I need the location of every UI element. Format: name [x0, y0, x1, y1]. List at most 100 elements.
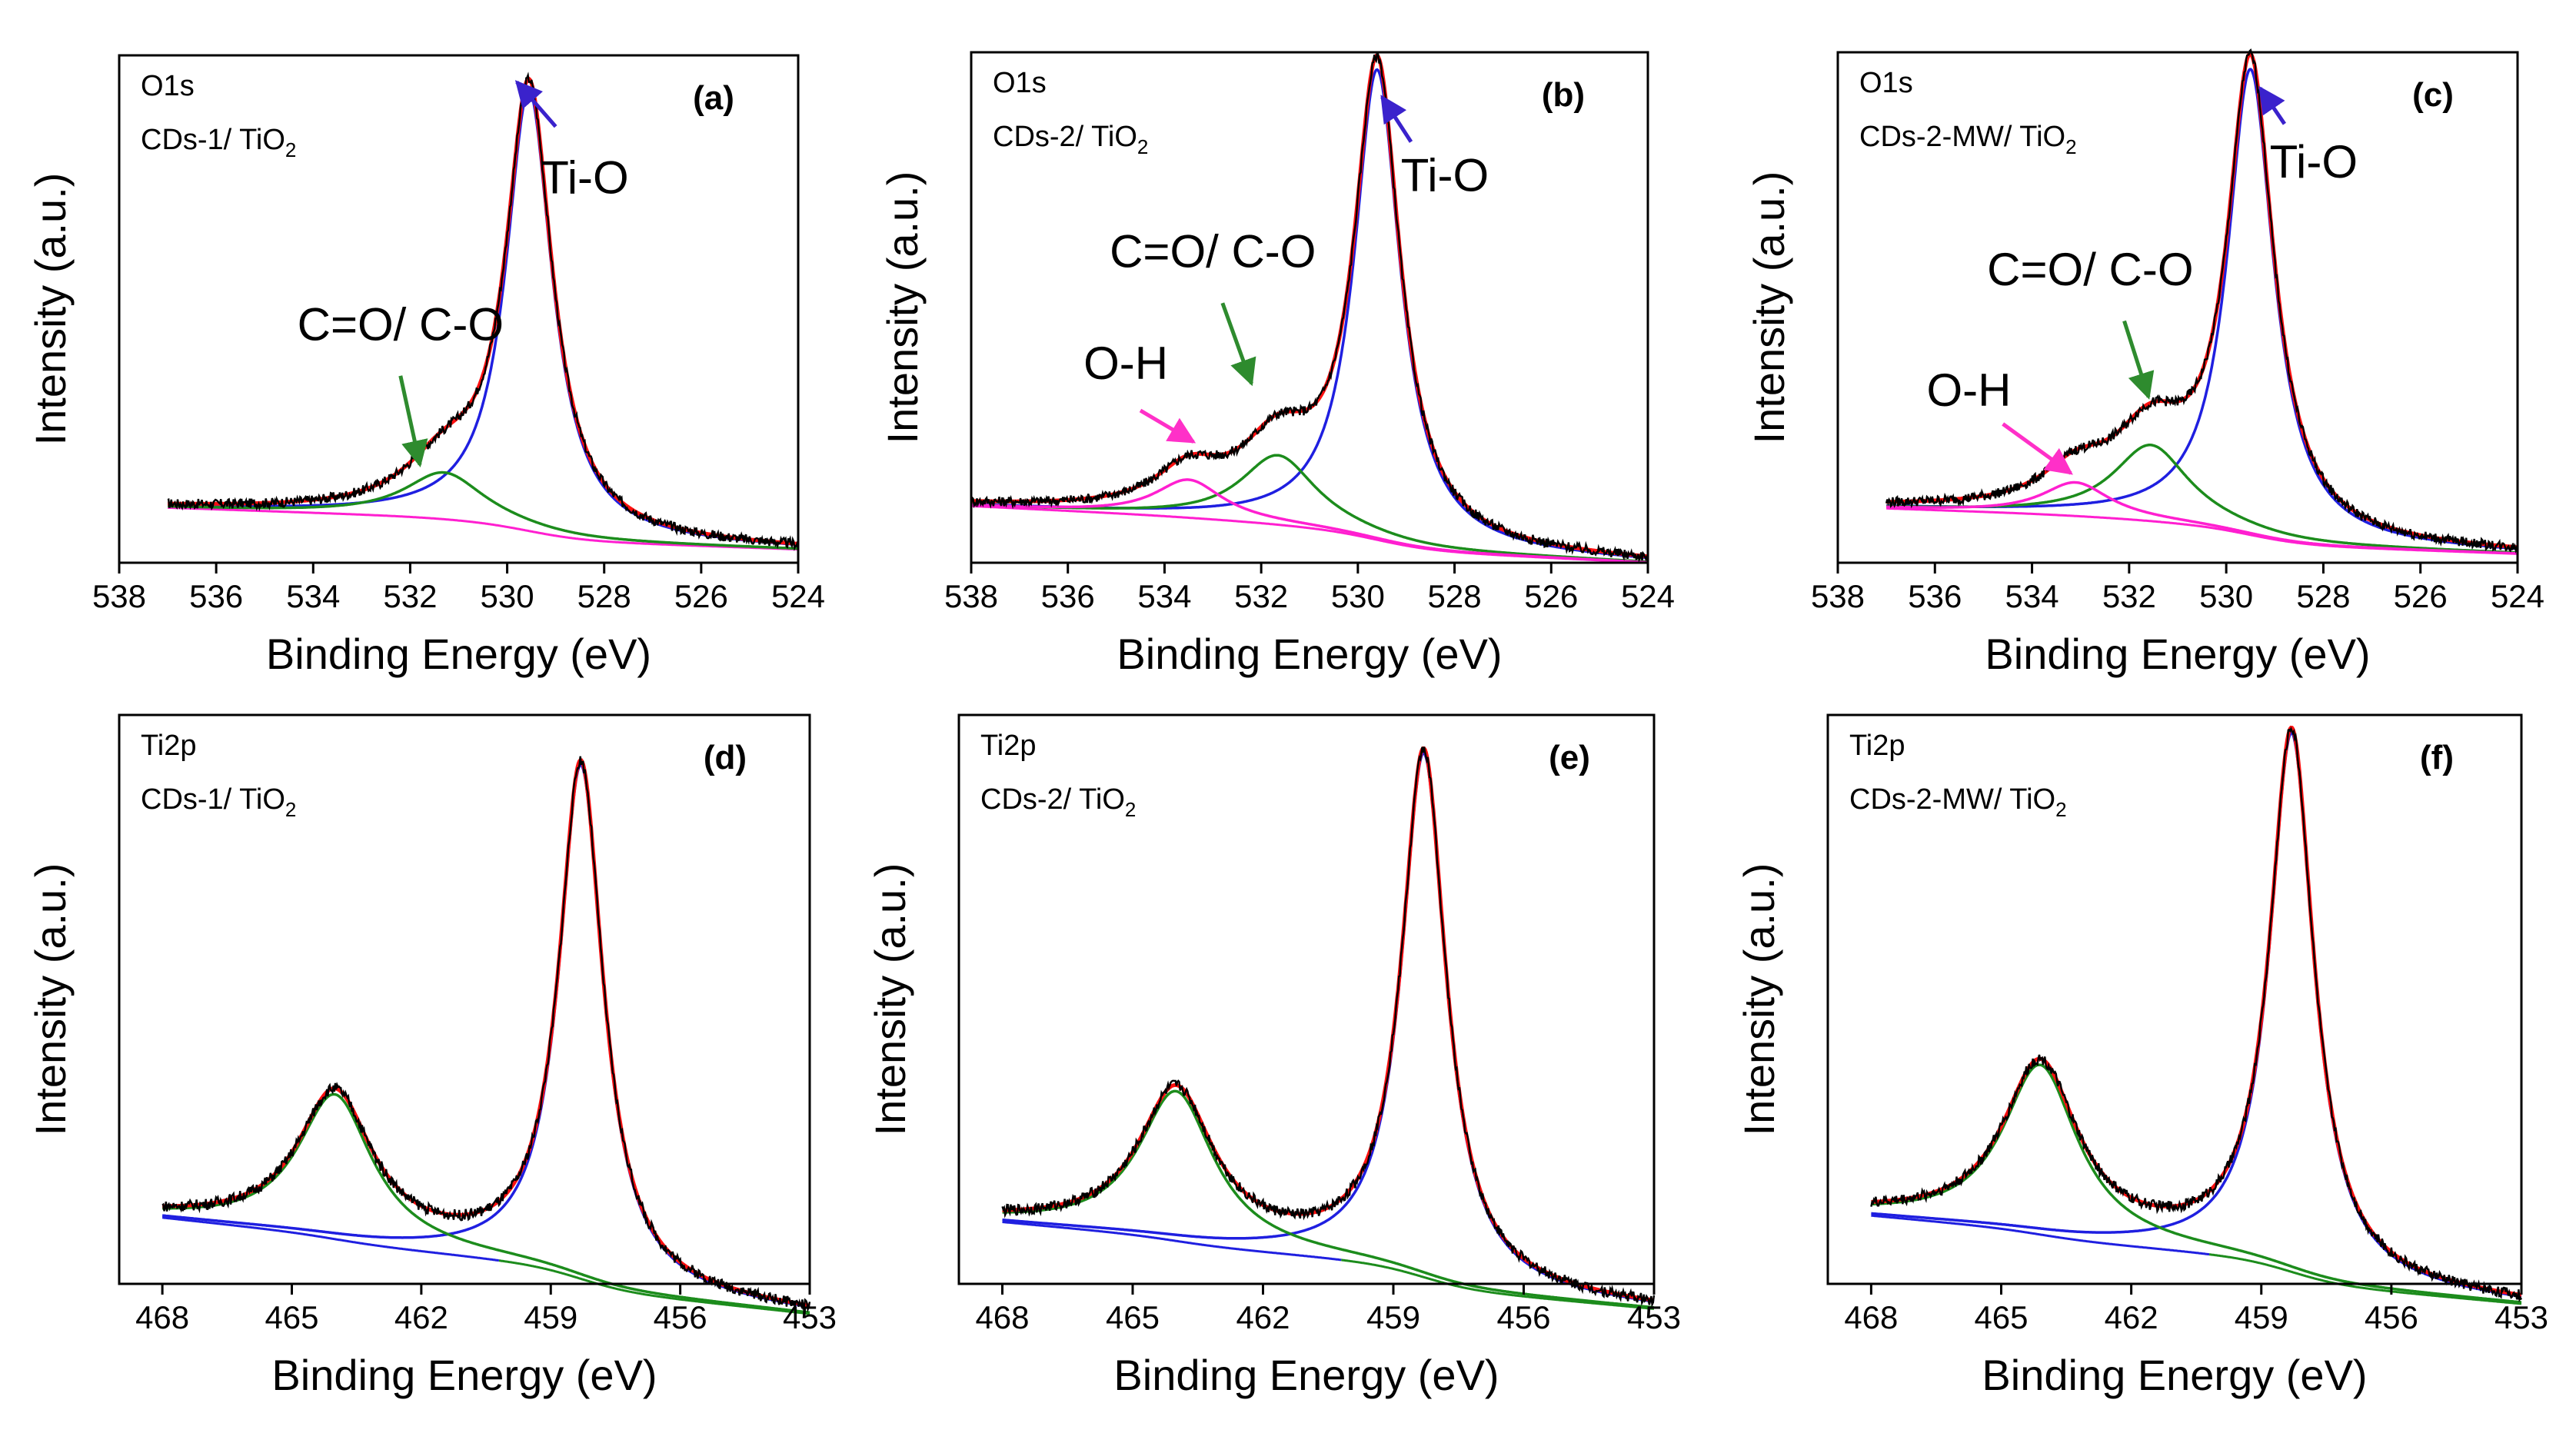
x-tick-label: 453: [783, 1299, 837, 1335]
measured-data-line: [167, 71, 799, 552]
fit-component-line: [1002, 751, 1655, 1304]
background-trace: [2208, 1253, 2522, 1305]
fit-component-line: [971, 478, 1649, 564]
x-tick-label: 465: [1106, 1299, 1160, 1335]
panel-label: (b): [1542, 76, 1585, 114]
fit-envelope-line: [1002, 746, 1655, 1302]
sample-label: CDs-1/ TiO2: [141, 124, 296, 161]
sample-label: CDs-2/ TiO2: [980, 783, 1136, 821]
annotation-label: C=O/ C-O: [298, 299, 504, 351]
background-trace: [1002, 1221, 1342, 1262]
x-axis-title: Binding Energy (eV): [271, 1351, 657, 1399]
sample-label: CDs-1/ TiO2: [141, 783, 296, 821]
x-tick-label: 459: [2235, 1299, 2288, 1335]
x-tick-label: 538: [1811, 578, 1865, 614]
chart-panel: 468 465 462 459 456 453 Binding Energy (eV) Int…: [1735, 713, 2548, 1399]
x-tick-label: 530: [2199, 578, 2253, 614]
x-tick-label: 534: [2005, 578, 2059, 614]
fit-component-line: [1871, 1063, 2522, 1304]
element-label: O1s: [993, 67, 1047, 99]
plot-frame: [970, 51, 1649, 564]
y-axis-title: Intensity (a.u.): [1745, 171, 1793, 444]
x-tick-label: 536: [189, 578, 243, 614]
element-label: Ti2p: [141, 730, 197, 762]
y-axis-title: Intensity (a.u.): [26, 863, 75, 1136]
measured-data-line: [1870, 726, 2523, 1303]
measured-data-line: [1001, 746, 1656, 1308]
fit-component-line: [1871, 731, 2522, 1298]
sample-subscript: 2: [1137, 135, 1148, 158]
background-trace: [1871, 1214, 2210, 1256]
sample-name: CDs-1/ TiO: [141, 124, 285, 156]
measured-data-line: [1885, 48, 2519, 554]
panel-label: (d): [704, 739, 747, 776]
chart-panel: 538 536 534 532 530 528 526 524 Binding Energy (…: [1745, 48, 2544, 678]
panel-label: (a): [693, 79, 734, 117]
x-tick-label: 462: [394, 1299, 448, 1335]
measured-data-line: [161, 756, 811, 1313]
sample-name: CDs-2/ TiO: [980, 783, 1125, 816]
x-tick-label: 456: [654, 1299, 707, 1335]
x-axis-title: Binding Energy (eV): [1985, 630, 2370, 678]
sample-subscript: 2: [285, 798, 296, 821]
x-tick-label: 524: [1621, 578, 1675, 614]
element-label: O1s: [141, 70, 195, 102]
fit-component-line: [1886, 480, 2518, 555]
background-trace: [161, 1216, 500, 1262]
x-tick-label: 526: [1524, 578, 1578, 614]
annotation-label: C=O/ C-O: [1987, 244, 2193, 295]
x-axis-title: Binding Energy (eV): [1117, 630, 1502, 678]
x-tick-label: 538: [92, 578, 146, 614]
x-tick-label: 459: [524, 1299, 577, 1335]
sample-name: CDs-2-MW/ TiO: [1859, 121, 2065, 153]
annotation-arrow: [398, 375, 428, 468]
x-tick-label: 526: [674, 578, 728, 614]
fit-component-line: [161, 763, 810, 1308]
x-tick-label: 532: [2102, 578, 2156, 614]
panel-label: (c): [2412, 76, 2454, 114]
x-tick-label: 526: [2394, 578, 2448, 614]
sample-name: CDs-2-MW/ TiO: [1849, 783, 2055, 816]
x-tick-label: 468: [1844, 1299, 1898, 1335]
x-tick-label: 453: [1627, 1299, 1681, 1335]
chart-panel: 538 536 534 532 530 528 526 524 Binding Energy (…: [26, 54, 825, 678]
background-trace: [971, 504, 1649, 564]
background-trace: [167, 506, 798, 551]
x-tick-label: 534: [1137, 578, 1191, 614]
x-tick-label: 536: [1041, 578, 1095, 614]
annotation-arrow: [1220, 302, 1256, 387]
plot-frame: [957, 713, 1656, 1285]
annotation-arrow: [2258, 85, 2286, 125]
background-trace: [498, 1259, 810, 1315]
x-tick-label: 530: [1331, 578, 1385, 614]
annotation-label: O-H: [1083, 337, 1168, 389]
chart-panel: 468 465 462 459 456 453 Binding Energy (eV) Int…: [866, 713, 1681, 1399]
sample-label: CDs-2/ TiO2: [993, 121, 1148, 158]
fit-component-line: [971, 454, 1648, 564]
plot-frame: [1826, 713, 2523, 1285]
element-label: O1s: [1859, 67, 1913, 99]
x-tick-label: 462: [1236, 1299, 1290, 1335]
fit-component-line: [162, 1092, 810, 1314]
fit-component-line: [1002, 1089, 1655, 1309]
annotation-arrow: [2002, 422, 2073, 475]
x-axis-title: Binding Energy (eV): [1982, 1351, 2367, 1399]
plot-frame: [1836, 51, 2519, 564]
annotation-label: C=O/ C-O: [1110, 226, 1316, 278]
fit-component-line: [168, 470, 798, 550]
y-axis-title: Intensity (a.u.): [1735, 863, 1783, 1136]
x-tick-label: 536: [1908, 578, 1962, 614]
y-axis-title: Intensity (a.u.): [866, 863, 914, 1136]
x-tick-label: 459: [1366, 1299, 1420, 1335]
x-tick-label: 462: [2105, 1299, 2158, 1335]
x-tick-label: 524: [771, 578, 825, 614]
annotation-arrow: [2122, 320, 2155, 400]
x-tick-label: 530: [481, 578, 534, 614]
sample-subscript: 2: [285, 138, 296, 161]
x-tick-label: 528: [577, 578, 631, 614]
x-tick-label: 528: [1428, 578, 1482, 614]
element-label: Ti2p: [980, 730, 1037, 762]
x-tick-label: 532: [383, 578, 437, 614]
panel-label: (e): [1549, 739, 1590, 776]
